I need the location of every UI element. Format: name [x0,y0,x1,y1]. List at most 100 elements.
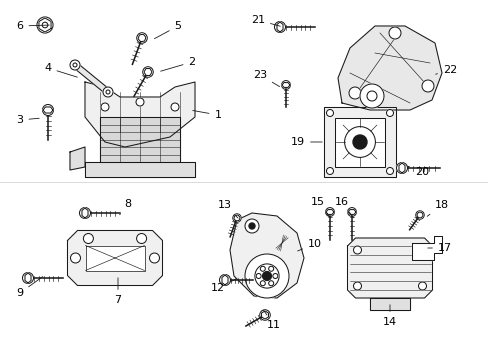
Circle shape [262,271,271,280]
Polygon shape [73,63,110,94]
Text: 10: 10 [297,239,321,251]
Circle shape [136,98,143,106]
Polygon shape [347,238,431,298]
Circle shape [326,167,333,175]
Circle shape [136,234,146,243]
Circle shape [359,84,383,108]
Polygon shape [337,26,441,110]
Circle shape [22,273,34,284]
Circle shape [353,246,361,254]
Text: 2: 2 [161,57,195,71]
Polygon shape [82,208,88,218]
Polygon shape [398,163,404,173]
Text: 4: 4 [44,63,77,77]
Circle shape [142,67,153,77]
Text: 22: 22 [435,65,456,75]
Text: 15: 15 [310,197,329,218]
Circle shape [260,281,265,286]
Circle shape [352,135,366,149]
Text: 8: 8 [120,199,131,215]
Circle shape [386,167,393,175]
Polygon shape [70,147,85,170]
Circle shape [396,162,407,174]
Polygon shape [347,210,355,215]
Circle shape [386,109,393,117]
Text: 7: 7 [114,278,122,305]
Circle shape [388,27,400,39]
Polygon shape [85,246,144,270]
Circle shape [137,33,147,43]
Text: 14: 14 [382,305,396,327]
Circle shape [353,282,361,290]
Polygon shape [39,18,51,32]
Circle shape [281,81,290,89]
Bar [334,117,385,166]
Circle shape [103,87,113,97]
Text: 9: 9 [17,276,42,298]
Text: 3: 3 [17,115,39,125]
Circle shape [326,109,333,117]
Text: 13: 13 [218,200,238,218]
Circle shape [415,211,423,219]
Circle shape [325,208,334,216]
Circle shape [254,264,279,288]
Polygon shape [85,82,195,147]
Polygon shape [233,215,240,221]
Text: 17: 17 [427,243,451,253]
Polygon shape [43,107,53,113]
Polygon shape [138,34,145,42]
Circle shape [248,223,254,229]
Circle shape [256,274,261,279]
Circle shape [70,253,81,263]
Circle shape [244,219,259,233]
Circle shape [70,60,80,70]
Circle shape [171,103,179,111]
Polygon shape [325,210,333,215]
Text: 18: 18 [427,200,448,216]
Polygon shape [25,273,31,283]
Circle shape [418,246,426,254]
Circle shape [260,266,265,271]
Bar [324,107,395,177]
Polygon shape [416,212,422,218]
Circle shape [42,22,48,28]
Text: 12: 12 [210,279,235,293]
Circle shape [421,80,433,92]
Polygon shape [411,236,441,260]
Text: 16: 16 [334,197,353,218]
Circle shape [244,254,288,298]
Polygon shape [85,162,195,177]
Polygon shape [229,213,304,298]
Polygon shape [261,311,268,319]
Circle shape [347,208,356,216]
Circle shape [83,234,93,243]
Text: 20: 20 [407,166,428,177]
Bar [334,117,385,166]
Circle shape [272,274,277,279]
Circle shape [344,127,375,157]
Text: 6: 6 [17,21,49,31]
Circle shape [268,266,273,271]
Polygon shape [282,82,289,87]
Bar [324,107,395,177]
Circle shape [149,253,159,263]
Polygon shape [143,68,152,76]
Text: 23: 23 [252,70,279,87]
Text: 5: 5 [154,21,181,39]
Text: 1: 1 [192,110,221,120]
Circle shape [348,87,360,99]
Polygon shape [369,298,409,310]
Text: 21: 21 [250,15,280,26]
Circle shape [42,104,53,116]
Text: 11: 11 [263,310,281,330]
Circle shape [219,274,230,285]
Circle shape [259,310,270,320]
Circle shape [101,103,109,111]
Polygon shape [100,117,180,162]
Text: 19: 19 [290,137,322,147]
Circle shape [274,22,285,32]
Circle shape [232,214,241,222]
Polygon shape [276,22,283,32]
Polygon shape [222,275,227,285]
Polygon shape [67,230,162,285]
